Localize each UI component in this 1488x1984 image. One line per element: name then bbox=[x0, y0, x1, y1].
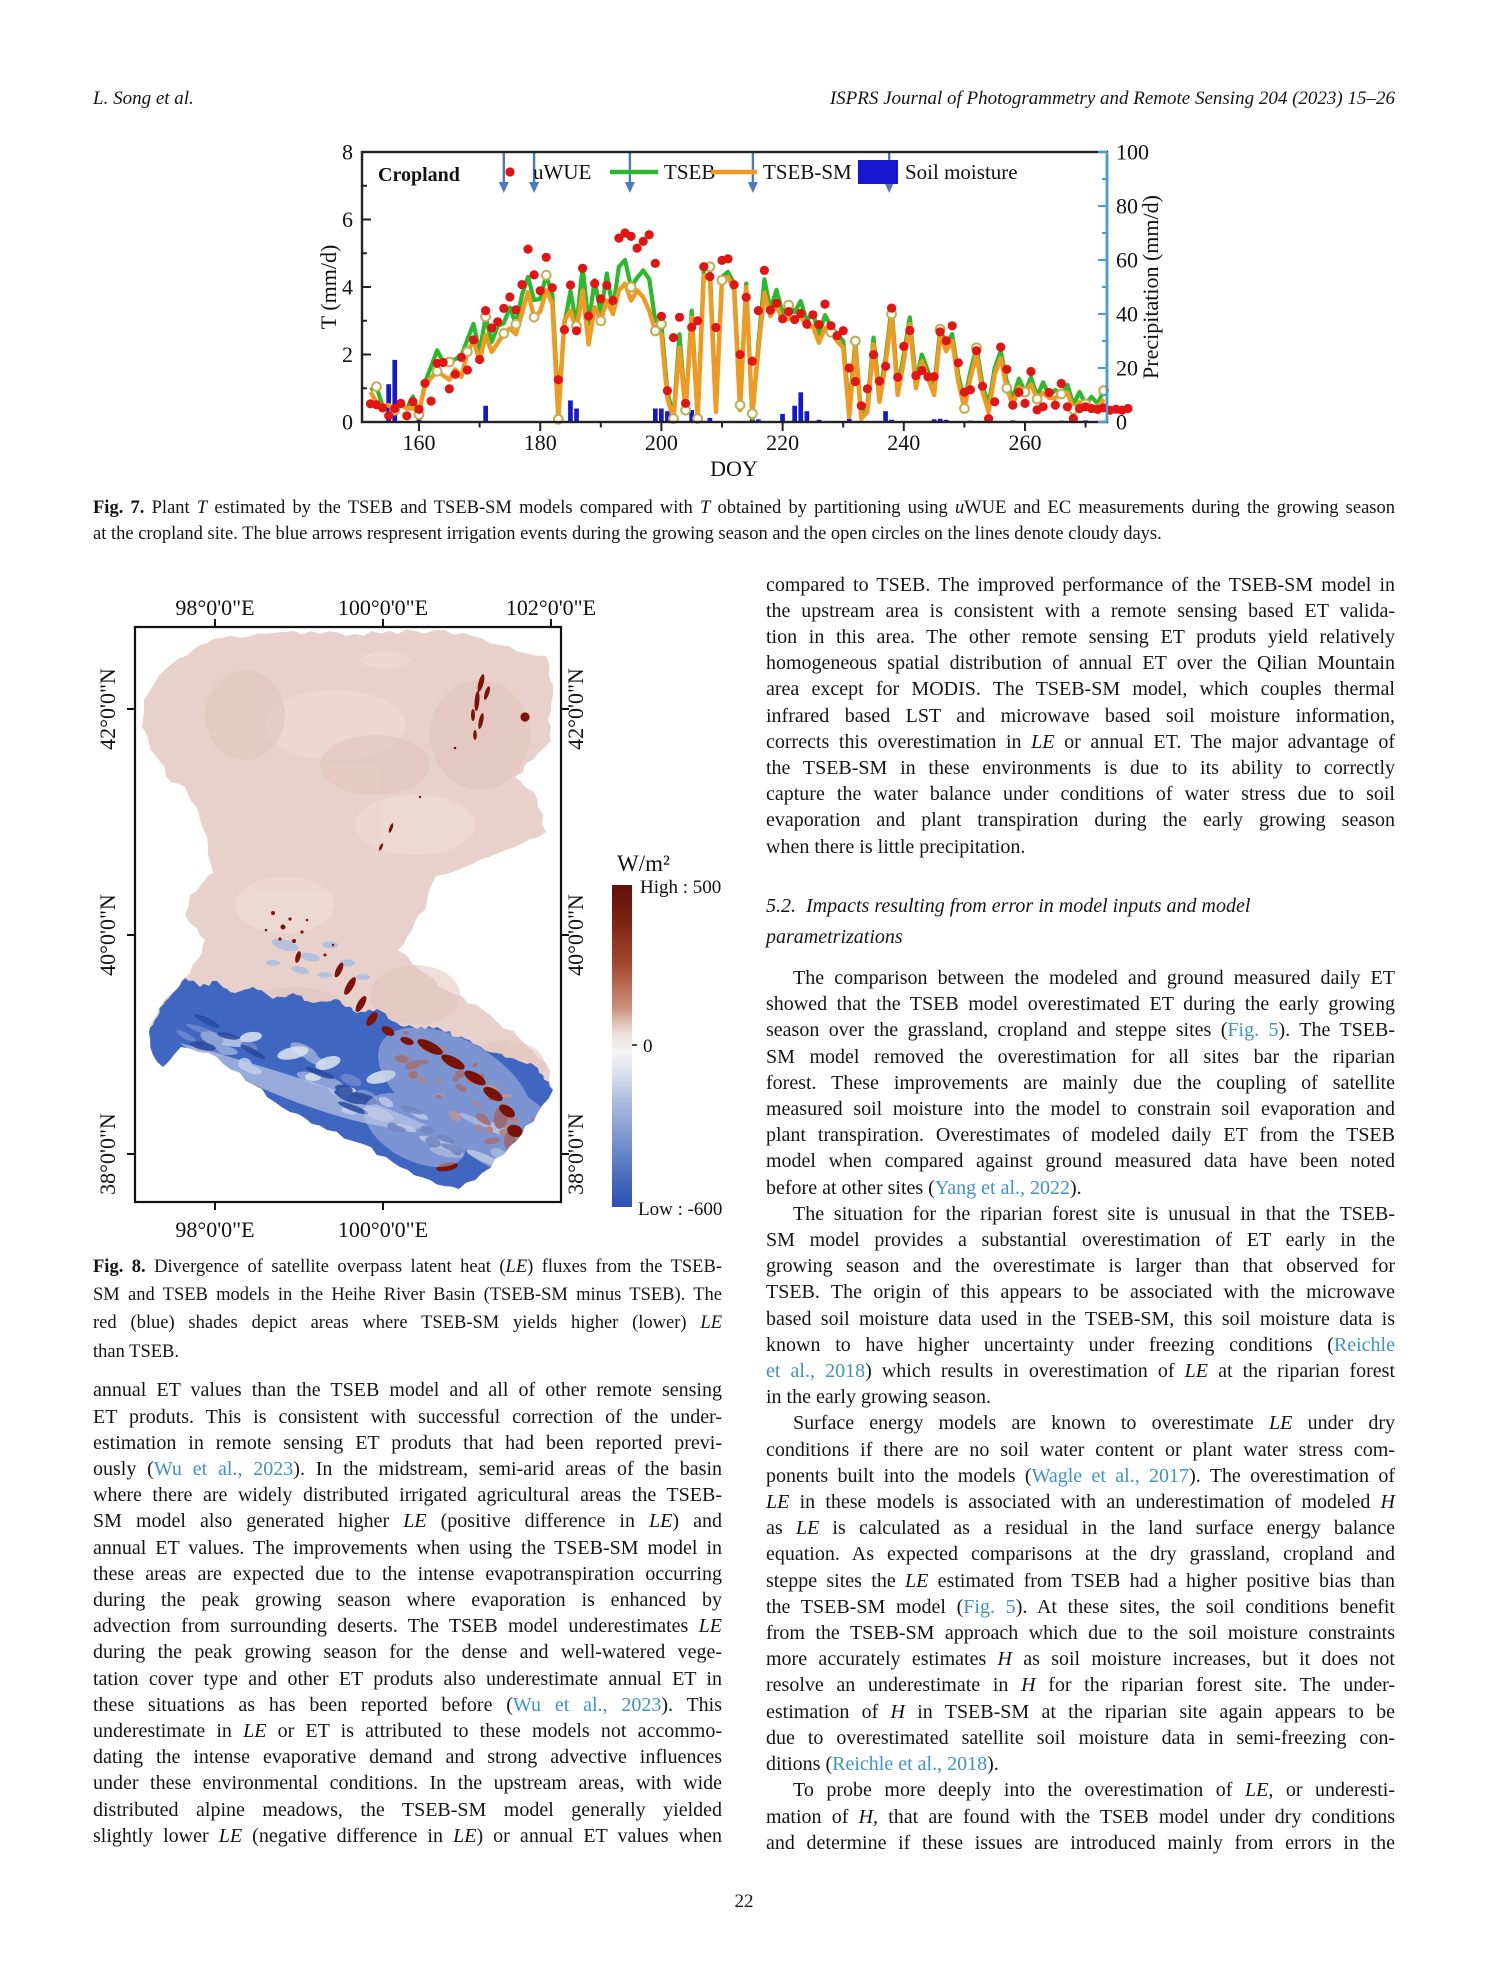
svg-text:98°0'0"E: 98°0'0"E bbox=[175, 1217, 254, 1242]
svg-text:W/m²: W/m² bbox=[617, 851, 670, 876]
svg-text:40°0'0"N: 40°0'0"N bbox=[95, 894, 120, 976]
svg-text:42°0'0"N: 42°0'0"N bbox=[95, 668, 120, 750]
svg-text:38°0'0"N: 38°0'0"N bbox=[563, 1113, 588, 1195]
svg-text:20: 20 bbox=[1116, 356, 1138, 381]
svg-text:DOY: DOY bbox=[710, 456, 758, 480]
svg-text:100: 100 bbox=[1116, 140, 1149, 165]
svg-text:0: 0 bbox=[342, 410, 353, 435]
svg-text:uWUE: uWUE bbox=[533, 160, 591, 184]
svg-text:T (mm/d): T (mm/d) bbox=[320, 245, 341, 330]
svg-text:40: 40 bbox=[1116, 302, 1138, 327]
svg-text:8: 8 bbox=[342, 140, 353, 165]
svg-text:TSEB-SM: TSEB-SM bbox=[763, 160, 852, 184]
svg-text:200: 200 bbox=[645, 430, 678, 455]
svg-text:180: 180 bbox=[524, 430, 557, 455]
svg-text:Cropland: Cropland bbox=[378, 164, 460, 186]
svg-text:160: 160 bbox=[403, 430, 436, 455]
svg-text:80: 80 bbox=[1116, 194, 1138, 219]
svg-text:2: 2 bbox=[342, 342, 353, 367]
svg-text:6: 6 bbox=[342, 207, 353, 232]
svg-text:Soil moisture: Soil moisture bbox=[905, 160, 1018, 184]
svg-text:TSEB: TSEB bbox=[664, 160, 715, 184]
svg-text:100°0'0"E: 100°0'0"E bbox=[338, 1217, 428, 1242]
svg-text:220: 220 bbox=[766, 430, 799, 455]
svg-text:42°0'0"N: 42°0'0"N bbox=[563, 668, 588, 750]
svg-text:38°0'0"N: 38°0'0"N bbox=[95, 1113, 120, 1195]
svg-text:98°0'0"E: 98°0'0"E bbox=[175, 595, 254, 620]
svg-text:Low : -600: Low : -600 bbox=[638, 1199, 722, 1220]
svg-text:100°0'0"E: 100°0'0"E bbox=[338, 595, 428, 620]
svg-text:240: 240 bbox=[887, 430, 920, 455]
svg-text:High : 500: High : 500 bbox=[640, 877, 721, 898]
svg-text:102°0'0"E: 102°0'0"E bbox=[506, 595, 596, 620]
svg-text:4: 4 bbox=[342, 275, 353, 300]
svg-text:260: 260 bbox=[1009, 430, 1042, 455]
svg-text:40°0'0"N: 40°0'0"N bbox=[563, 894, 588, 976]
svg-text:0: 0 bbox=[1116, 410, 1127, 435]
svg-text:0: 0 bbox=[643, 1036, 653, 1057]
svg-text:60: 60 bbox=[1116, 248, 1138, 273]
svg-text:Precipitation (mm/d): Precipitation (mm/d) bbox=[1138, 195, 1163, 379]
